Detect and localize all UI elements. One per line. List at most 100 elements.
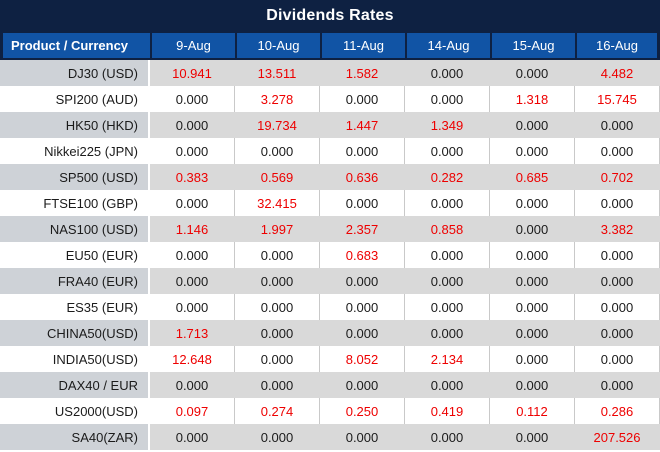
- value-cell: 207.526: [575, 424, 660, 450]
- value-cell: 0.112: [490, 398, 575, 424]
- value-cell: 0.000: [320, 268, 405, 294]
- value-cell: 0.000: [150, 86, 235, 112]
- table-row: DJ30 (USD) 10.941 13.511 1.582 0.000 0.000 4.4…: [0, 60, 660, 86]
- column-header-10-aug: 10-Aug: [235, 32, 320, 60]
- value-cell: 0.000: [490, 372, 575, 398]
- value-cell: 0.000: [150, 294, 235, 320]
- value-cell: 0.000: [235, 346, 320, 372]
- value-cell: 0.000: [320, 138, 405, 164]
- table-row: SP500 (USD) 0.383 0.569 0.636 0.282 0.685 0.70…: [0, 164, 660, 190]
- value-cell: 32.415: [235, 190, 320, 216]
- value-cell: 8.052: [320, 346, 405, 372]
- value-cell: 0.274: [235, 398, 320, 424]
- value-cell: 0.000: [575, 112, 660, 138]
- value-cell: 1.997: [235, 216, 320, 242]
- value-cell: 0.000: [235, 372, 320, 398]
- table-row: ES35 (EUR) 0.000 0.000 0.000 0.000 0.000 0.000: [0, 294, 660, 320]
- table-title: Dividends Rates: [0, 0, 660, 32]
- table-row: EU50 (EUR) 0.000 0.000 0.683 0.000 0.000 0.000: [0, 242, 660, 268]
- table-row: SPI200 (AUD) 0.000 3.278 0.000 0.000 1.318 15.…: [0, 86, 660, 112]
- value-cell: 0.000: [490, 216, 575, 242]
- value-cell: 0.000: [490, 60, 575, 86]
- value-cell: 0.000: [235, 294, 320, 320]
- value-cell: 19.734: [235, 112, 320, 138]
- value-cell: 0.000: [575, 242, 660, 268]
- value-cell: 0.000: [320, 86, 405, 112]
- value-cell: 0.000: [490, 242, 575, 268]
- table-row: FTSE100 (GBP) 0.000 32.415 0.000 0.000 0.000 0…: [0, 190, 660, 216]
- value-cell: 2.357: [320, 216, 405, 242]
- product-cell: DJ30 (USD): [0, 60, 150, 86]
- product-cell: HK50 (HKD): [0, 112, 150, 138]
- value-cell: 0.000: [320, 190, 405, 216]
- product-cell: DAX40 / EUR: [0, 372, 150, 398]
- value-cell: 0.000: [320, 294, 405, 320]
- value-cell: 0.000: [575, 268, 660, 294]
- table-row: INDIA50(USD) 12.648 0.000 8.052 2.134 0.000 0.…: [0, 346, 660, 372]
- table-row: DAX40 / EUR 0.000 0.000 0.000 0.000 0.000 0.00…: [0, 372, 660, 398]
- value-cell: 0.000: [150, 190, 235, 216]
- value-cell: 0.000: [405, 320, 490, 346]
- table-bottom-edge: [0, 450, 660, 452]
- value-cell: 0.569: [235, 164, 320, 190]
- value-cell: 0.000: [150, 112, 235, 138]
- table-header-row: Product / Currency 9-Aug 10-Aug 11-Aug 1…: [0, 32, 660, 60]
- value-cell: 0.000: [490, 138, 575, 164]
- product-cell: FTSE100 (GBP): [0, 190, 150, 216]
- value-cell: 0.000: [320, 424, 405, 450]
- value-cell: 0.636: [320, 164, 405, 190]
- value-cell: 1.349: [405, 112, 490, 138]
- value-cell: 3.278: [235, 86, 320, 112]
- value-cell: 0.000: [150, 372, 235, 398]
- value-cell: 0.858: [405, 216, 490, 242]
- product-cell: SP500 (USD): [0, 164, 150, 190]
- value-cell: 0.000: [575, 346, 660, 372]
- table-row: HK50 (HKD) 0.000 19.734 1.447 1.349 0.000 0.00…: [0, 112, 660, 138]
- value-cell: 0.000: [490, 112, 575, 138]
- product-cell: Nikkei225 (JPN): [0, 138, 150, 164]
- table-row: Nikkei225 (JPN) 0.000 0.000 0.000 0.000 0.000…: [0, 138, 660, 164]
- table-row: FRA40 (EUR) 0.000 0.000 0.000 0.000 0.000 0.00…: [0, 268, 660, 294]
- value-cell: 0.683: [320, 242, 405, 268]
- product-cell: INDIA50(USD): [0, 346, 150, 372]
- value-cell: 0.097: [150, 398, 235, 424]
- value-cell: 0.000: [405, 372, 490, 398]
- table-row: SA40(ZAR) 0.000 0.000 0.000 0.000 0.000 207.52…: [0, 424, 660, 450]
- column-header-16-aug: 16-Aug: [575, 32, 660, 60]
- table-row: US2000(USD) 0.097 0.274 0.250 0.419 0.112 0.28…: [0, 398, 660, 424]
- value-cell: 0.000: [150, 268, 235, 294]
- value-cell: 0.000: [235, 424, 320, 450]
- value-cell: 0.000: [575, 138, 660, 164]
- value-cell: 0.000: [235, 138, 320, 164]
- value-cell: 0.000: [235, 242, 320, 268]
- value-cell: 0.000: [235, 268, 320, 294]
- value-cell: 4.482: [575, 60, 660, 86]
- value-cell: 3.382: [575, 216, 660, 242]
- column-header-11-aug: 11-Aug: [320, 32, 405, 60]
- value-cell: 0.000: [405, 190, 490, 216]
- value-cell: 0.685: [490, 164, 575, 190]
- value-cell: 1.318: [490, 86, 575, 112]
- value-cell: 12.648: [150, 346, 235, 372]
- value-cell: 0.000: [490, 346, 575, 372]
- value-cell: 0.000: [490, 294, 575, 320]
- value-cell: 0.000: [405, 268, 490, 294]
- product-cell: SA40(ZAR): [0, 424, 150, 450]
- value-cell: 0.000: [490, 190, 575, 216]
- value-cell: 0.000: [575, 294, 660, 320]
- product-cell: US2000(USD): [0, 398, 150, 424]
- column-header-9-aug: 9-Aug: [150, 32, 235, 60]
- product-cell: ES35 (EUR): [0, 294, 150, 320]
- table-row: NAS100 (USD) 1.146 1.997 2.357 0.858 0.000 3.3…: [0, 216, 660, 242]
- value-cell: 0.000: [150, 242, 235, 268]
- value-cell: 0.000: [150, 138, 235, 164]
- value-cell: 1.582: [320, 60, 405, 86]
- value-cell: 0.000: [150, 424, 235, 450]
- product-cell: FRA40 (EUR): [0, 268, 150, 294]
- value-cell: 0.000: [405, 60, 490, 86]
- value-cell: 0.000: [235, 320, 320, 346]
- value-cell: 0.000: [405, 138, 490, 164]
- value-cell: 0.000: [320, 372, 405, 398]
- value-cell: 0.000: [405, 424, 490, 450]
